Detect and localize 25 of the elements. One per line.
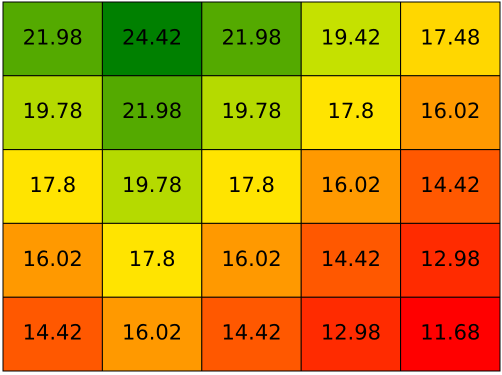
data-label: 21.98	[122, 99, 182, 124]
data-label: 12.98	[420, 246, 480, 271]
data-label: 12.98	[320, 320, 381, 345]
data-label: 16.02	[22, 246, 83, 271]
data-label: 19.78	[221, 99, 282, 124]
data-label: 11.68	[420, 320, 480, 345]
data-label: 19.78	[122, 172, 182, 197]
data-label: 21.98	[221, 25, 282, 50]
data-label: 17.8	[328, 99, 374, 124]
data-label: 14.42	[221, 320, 282, 345]
data-label: 21.98	[22, 25, 83, 50]
data-label: 17.8	[128, 246, 176, 271]
data-label: 16.02	[420, 99, 480, 124]
data-label: 14.42	[22, 320, 83, 345]
data-label: 14.42	[420, 172, 480, 197]
data-label: 17.48	[420, 25, 480, 50]
data-label: 24.42	[122, 25, 182, 50]
data-label: 16.02	[320, 172, 381, 197]
data-label: 17.8	[228, 172, 275, 197]
data-label: 17.8	[29, 172, 76, 197]
data-label: 16.02	[221, 246, 282, 271]
data-label: 14.42	[320, 246, 381, 271]
data-label: 19.42	[320, 25, 381, 50]
data-label: 16.02	[122, 320, 182, 345]
data-label: 19.78	[22, 99, 83, 124]
